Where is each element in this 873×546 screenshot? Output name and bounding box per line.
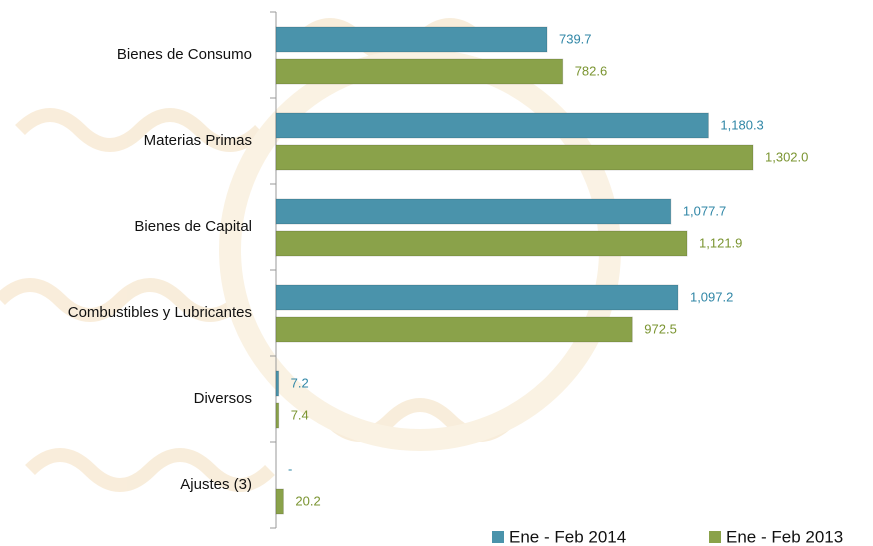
bar xyxy=(276,285,678,310)
legend-swatch xyxy=(709,531,721,543)
value-label: 739.7 xyxy=(559,31,592,46)
bar xyxy=(276,199,671,224)
chart: Bienes de Consumo 739.7 782.6 Materias Prim… xyxy=(0,0,873,546)
bar xyxy=(276,403,279,428)
bar xyxy=(276,231,687,256)
value-label: 1,077.7 xyxy=(683,203,726,218)
value-label: 7.4 xyxy=(291,407,309,422)
category-label: Materias Primas xyxy=(144,132,252,149)
legend-label: Ene - Feb 2013 xyxy=(726,527,843,546)
value-label: 1,097.2 xyxy=(690,289,733,304)
bar xyxy=(276,59,563,84)
bar xyxy=(276,145,753,170)
value-label: 1,302.0 xyxy=(765,149,808,164)
category-label: Diversos xyxy=(194,390,252,407)
value-label: 7.2 xyxy=(291,375,309,390)
value-label: 972.5 xyxy=(644,321,677,336)
category-label: Ajustes (3) xyxy=(180,476,252,493)
category-label: Bienes de Consumo xyxy=(117,46,252,63)
category-label: Bienes de Capital xyxy=(134,218,252,235)
bar xyxy=(276,27,547,52)
value-label: 20.2 xyxy=(295,493,320,508)
bar xyxy=(276,317,632,342)
page: Bienes de Consumo 739.7 782.6 Materias Prim… xyxy=(0,0,873,546)
bar xyxy=(276,371,279,396)
value-label: 1,180.3 xyxy=(720,117,763,132)
legend-swatch xyxy=(492,531,504,543)
value-label: 782.6 xyxy=(575,63,608,78)
category-label: Combustibles y Lubricantes xyxy=(68,304,252,321)
value-label: - xyxy=(288,461,292,476)
value-label: 1,121.9 xyxy=(699,235,742,250)
legend-label: Ene - Feb 2014 xyxy=(509,527,626,546)
bar xyxy=(276,113,708,138)
bar xyxy=(276,489,283,514)
